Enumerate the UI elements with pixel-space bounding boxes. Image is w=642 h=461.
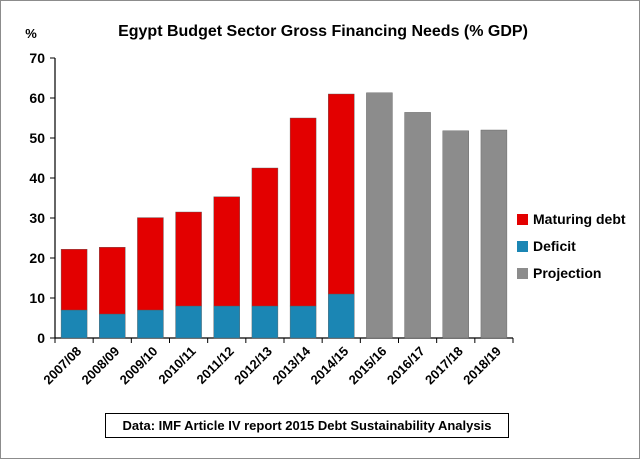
- x-tick-label: 2017/18: [422, 344, 466, 388]
- x-tick-label: 2015/16: [346, 344, 390, 388]
- x-tick-label: 2010/11: [155, 344, 198, 387]
- y-tick-label: 60: [29, 90, 45, 106]
- bar-deficit: [251, 305, 279, 339]
- x-tick-label: 2016/17: [384, 344, 428, 388]
- bar-projection: [404, 112, 431, 339]
- bar-deficit: [175, 305, 202, 339]
- y-tick-label: 0: [37, 330, 45, 346]
- x-tick-label: 2012/13: [231, 344, 275, 388]
- legend-label: Deficit: [533, 238, 576, 254]
- legend-label: Projection: [533, 265, 601, 281]
- source-note: Data: IMF Article IV report 2015 Debt Su…: [105, 413, 509, 438]
- bar-deficit: [137, 309, 164, 339]
- y-tick-label: 70: [29, 50, 45, 66]
- y-tick-label: 50: [29, 130, 45, 146]
- bar-maturing-debt: [60, 248, 88, 311]
- y-tick-label: 20: [29, 250, 45, 266]
- y-tick-label: 10: [29, 290, 45, 306]
- x-tick-label: 2014/15: [308, 344, 352, 388]
- y-tick-label: 30: [29, 210, 45, 226]
- bar-maturing-debt: [137, 217, 164, 311]
- bar-deficit: [289, 305, 317, 339]
- legend-swatch: [517, 214, 528, 225]
- x-tick-label: 2008/09: [79, 344, 123, 388]
- chart-title: Egypt Budget Sector Gross Financing Need…: [118, 23, 528, 40]
- x-tick-label: 2018/19: [460, 344, 504, 388]
- bar-maturing-debt: [99, 246, 126, 315]
- bar-projection: [480, 129, 508, 339]
- x-tick-label: 2009/10: [117, 344, 161, 388]
- bar-maturing-debt: [175, 211, 202, 307]
- y-tick-label: 40: [29, 170, 45, 186]
- x-tick-label: 2011/12: [194, 344, 237, 387]
- bar-maturing-debt: [289, 117, 317, 307]
- y-axis-unit-label: %: [25, 26, 37, 41]
- bar-projection: [442, 130, 469, 339]
- x-tick-label: 2007/08: [40, 344, 84, 388]
- bar-deficit: [328, 293, 355, 339]
- bar-maturing-debt: [251, 167, 279, 307]
- legend-swatch: [517, 241, 528, 252]
- bar-projection: [366, 92, 393, 339]
- legend-label: Maturing debt: [533, 211, 626, 227]
- bar-maturing-debt: [328, 93, 355, 295]
- bar-deficit: [60, 309, 88, 339]
- x-tick-label: 2013/14: [269, 343, 313, 387]
- bar-deficit: [213, 305, 240, 339]
- bar-deficit: [99, 313, 126, 339]
- legend-swatch: [517, 268, 528, 279]
- bar-maturing-debt: [213, 196, 240, 307]
